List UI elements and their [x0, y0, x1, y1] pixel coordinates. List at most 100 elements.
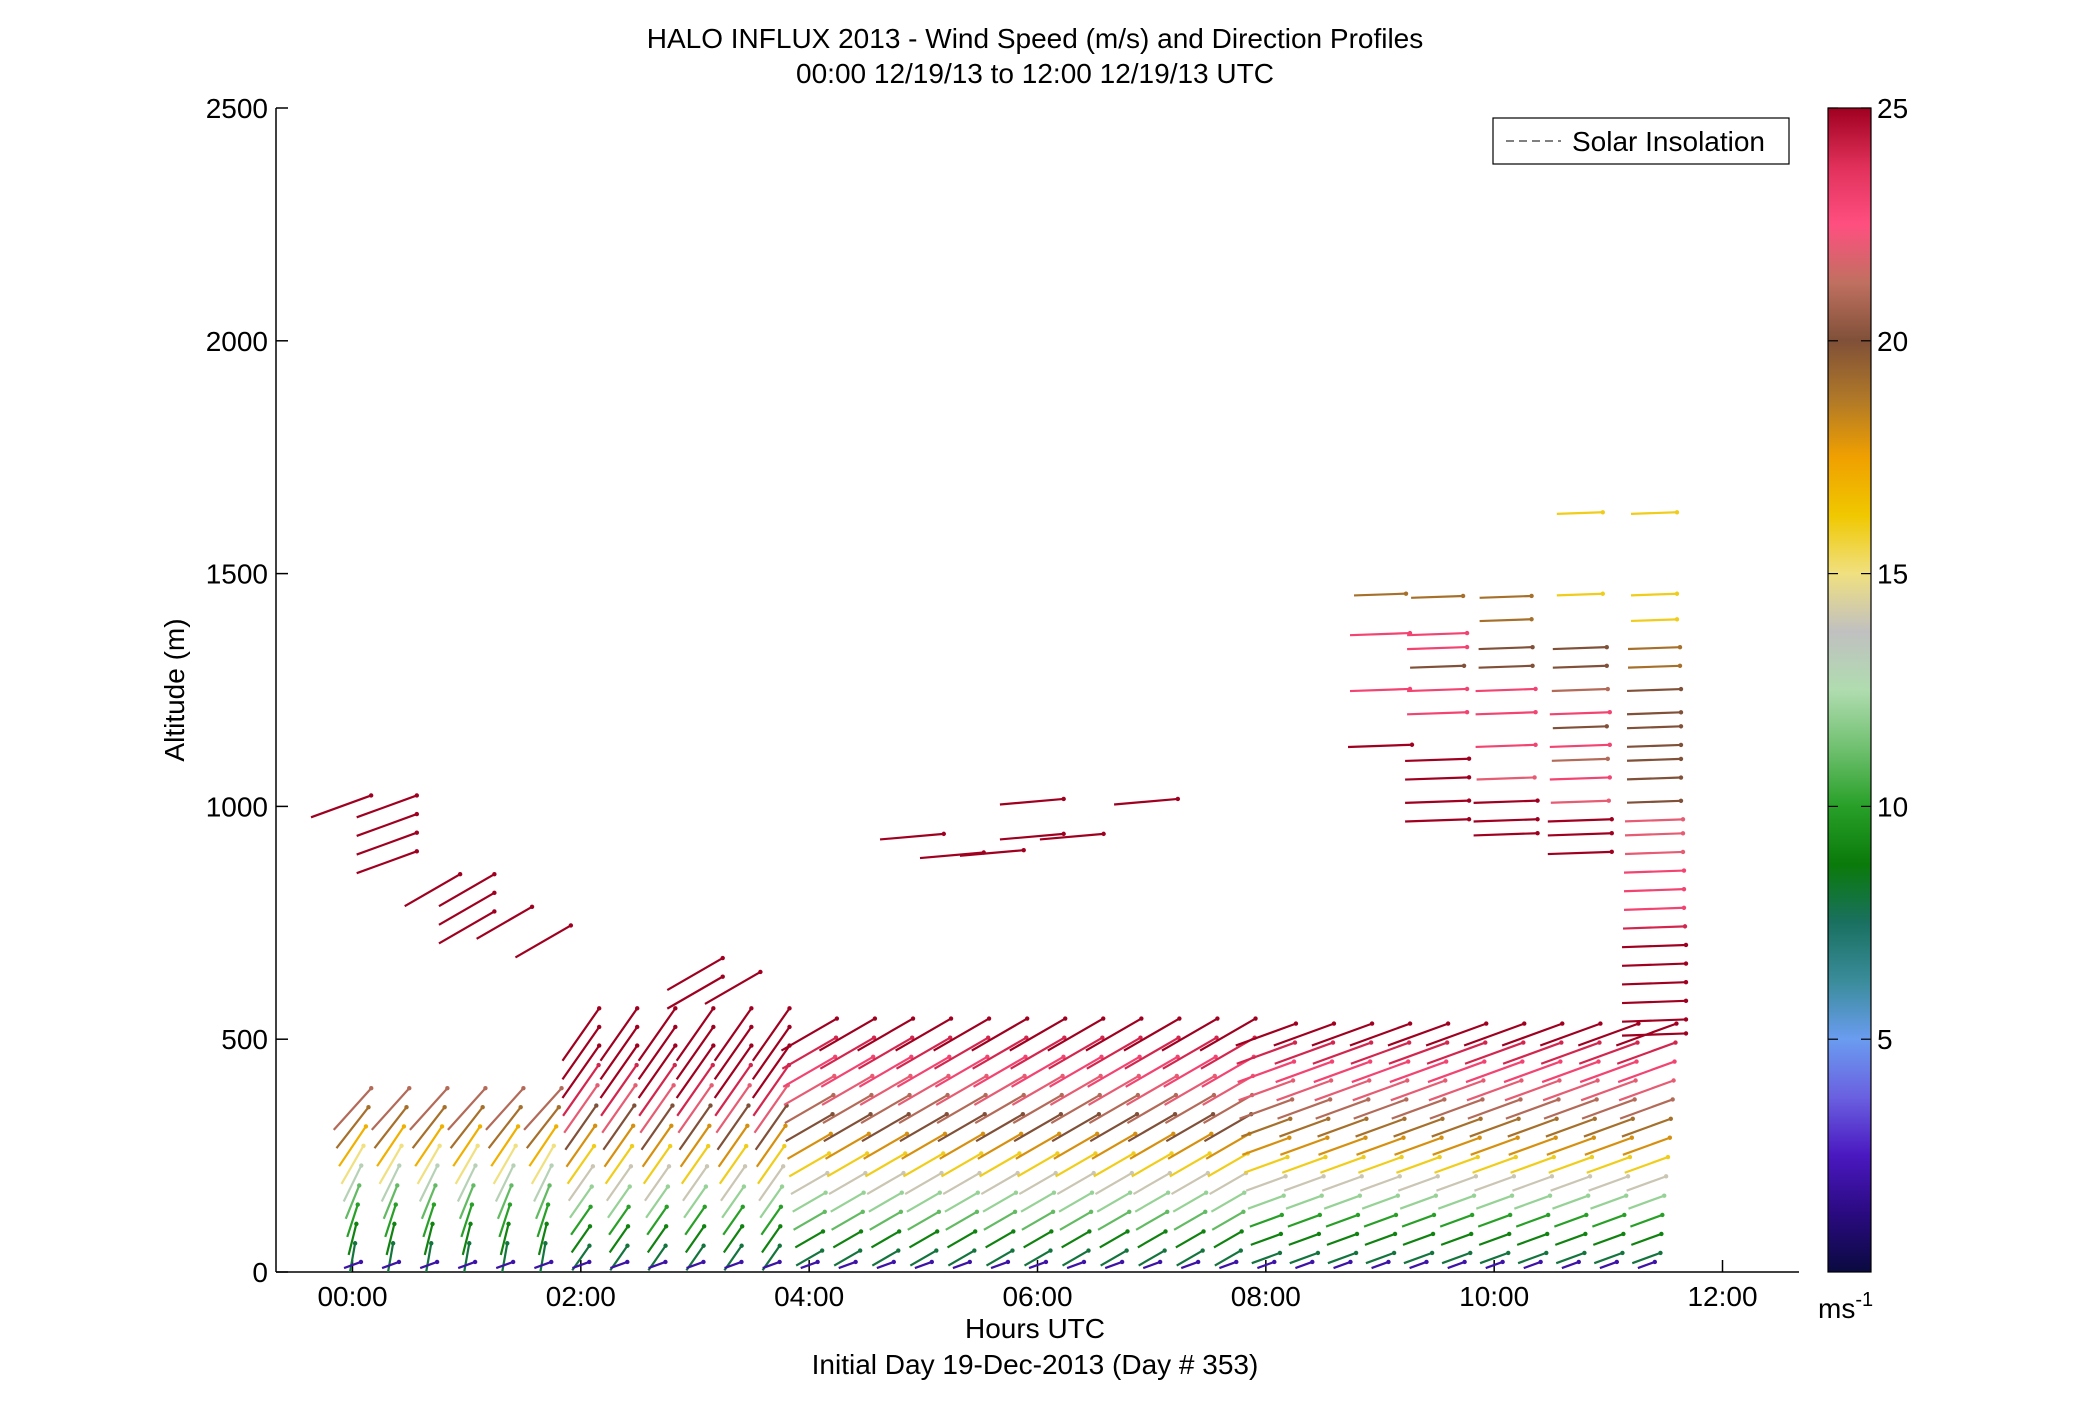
wind-vector: [896, 1054, 952, 1088]
wind-vector-shaft: [871, 1249, 899, 1267]
wind-vector-head: [1023, 1054, 1028, 1059]
wind-vector-upper: [1405, 817, 1472, 823]
wind-vector: [819, 1035, 877, 1070]
wind-vector-head: [1435, 1174, 1440, 1179]
wind-vector-head: [1316, 1231, 1322, 1237]
wind-vector-head: [1444, 1059, 1449, 1064]
wind-vector-shaft: [419, 1260, 438, 1270]
wind-vector: [898, 1092, 950, 1124]
wind-vector-upper: [476, 904, 535, 940]
wind-vector: [1477, 1212, 1513, 1228]
wind-vector-shaft: [908, 1230, 938, 1249]
wind-vector-shaft: [795, 1249, 823, 1267]
wind-vector: [977, 1131, 1024, 1160]
wind-vector-shaft: [463, 1243, 471, 1272]
wind-vector-shaft: [1371, 1260, 1389, 1270]
wind-vector: [904, 1170, 944, 1195]
wind-vector: [1236, 1040, 1298, 1065]
wind-vector-head: [1407, 1021, 1413, 1026]
wind-vector-shaft: [1061, 1249, 1090, 1267]
wind-vector: [1213, 1229, 1244, 1249]
wind-vector: [1319, 1154, 1366, 1174]
wind-vector: [1318, 1135, 1368, 1156]
surface-wind-vector: [1485, 1259, 1505, 1270]
wind-vector-head: [1171, 1131, 1176, 1136]
wind-vector-shaft: [751, 1007, 791, 1062]
wind-vector-upper: [1624, 817, 1686, 823]
wind-vector-head: [871, 1035, 877, 1040]
wind-vector-head: [1093, 1151, 1098, 1156]
wind-vector: [1276, 1078, 1334, 1102]
wind-vector-shaft: [525, 1106, 560, 1149]
wind-vector-upper: [999, 831, 1066, 841]
surface-wind-vector: [1257, 1259, 1277, 1270]
wind-vector-shaft: [666, 975, 724, 1010]
wind-vector-upper: [1475, 686, 1538, 693]
wind-vector-shaft: [879, 832, 944, 841]
wind-vector-shaft: [1581, 1098, 1636, 1120]
wind-vector: [933, 1035, 991, 1070]
wind-vector-head: [857, 1248, 863, 1253]
wind-vector-shaft: [1503, 1060, 1561, 1084]
wind-vector-head: [979, 1151, 984, 1156]
chart-title: HALO INFLUX 2013 - Wind Speed (m/s) and …: [647, 23, 1424, 54]
wind-vector-shaft: [1624, 1156, 1669, 1174]
legend: Solar Insolation: [1492, 117, 1790, 165]
x-tick-label: 08:00: [1231, 1281, 1301, 1312]
wind-vector-shaft: [310, 794, 372, 819]
wind-vector-head: [1119, 1259, 1125, 1265]
wind-vector-head: [396, 1259, 402, 1265]
wind-vector-shaft: [683, 1185, 707, 1219]
wind-vector-head: [1049, 1229, 1054, 1234]
wind-vector-shaft: [793, 1210, 826, 1231]
wind-vector-shaft: [724, 1260, 742, 1270]
wind-vector-head: [1138, 1035, 1143, 1040]
wind-vector-head: [663, 1224, 669, 1229]
wind-vector-head: [711, 1024, 716, 1030]
wind-vector-shaft: [1546, 1136, 1595, 1156]
wind-vector-head: [1529, 617, 1534, 622]
wind-vector-head: [1625, 1174, 1631, 1179]
wind-vector: [1431, 1116, 1483, 1138]
wind-vector-shaft: [1476, 776, 1535, 781]
wind-vector-shaft: [1249, 1213, 1283, 1228]
wind-vector-head: [870, 1054, 876, 1059]
wind-vector-head: [1629, 1135, 1635, 1140]
wind-vector: [1326, 1231, 1360, 1246]
wind-vector-shaft: [945, 1210, 978, 1231]
wind-vector: [1127, 1111, 1178, 1143]
wind-vector-head: [870, 1073, 875, 1079]
wind-vector-head: [830, 1111, 835, 1117]
wind-vector: [760, 1204, 784, 1236]
wind-vector-head: [1683, 980, 1689, 985]
wind-vector-upper: [1473, 798, 1540, 804]
wind-vector-head: [872, 1016, 878, 1021]
wind-vector: [1164, 1092, 1217, 1124]
wind-vector: [1210, 1190, 1247, 1213]
wind-vector-shaft: [794, 1230, 824, 1249]
wind-vector-shaft: [1347, 743, 1413, 749]
colorbar-unit: ms-1: [1818, 1289, 1873, 1324]
wind-vector-head: [1404, 1097, 1409, 1102]
wind-vector-head: [1368, 1040, 1374, 1045]
wind-vector: [864, 1151, 908, 1178]
wind-vector-head: [414, 793, 420, 798]
wind-vector-head: [1061, 831, 1066, 837]
wind-vector-upper: [1552, 663, 1609, 669]
wind-vector: [1501, 1021, 1565, 1047]
wind-vector-head: [1620, 1250, 1625, 1256]
wind-vector-shaft: [1390, 1079, 1446, 1102]
wind-vector-upper: [1405, 775, 1472, 781]
wind-vector: [716, 1103, 751, 1151]
x-tick-label: 06:00: [1002, 1281, 1072, 1312]
wind-vector-shaft: [1010, 1036, 1065, 1070]
wind-vector-head: [547, 1183, 552, 1188]
wind-vector: [1592, 1231, 1626, 1246]
wind-vector-head: [1511, 1174, 1517, 1179]
wind-vector: [1100, 1248, 1129, 1267]
wind-vector-head: [1557, 1078, 1562, 1083]
wind-vector-head: [1397, 1174, 1402, 1179]
wind-vector: [1327, 1250, 1359, 1265]
wind-vector-shaft: [1257, 1260, 1275, 1270]
wind-vector: [1125, 1054, 1180, 1088]
